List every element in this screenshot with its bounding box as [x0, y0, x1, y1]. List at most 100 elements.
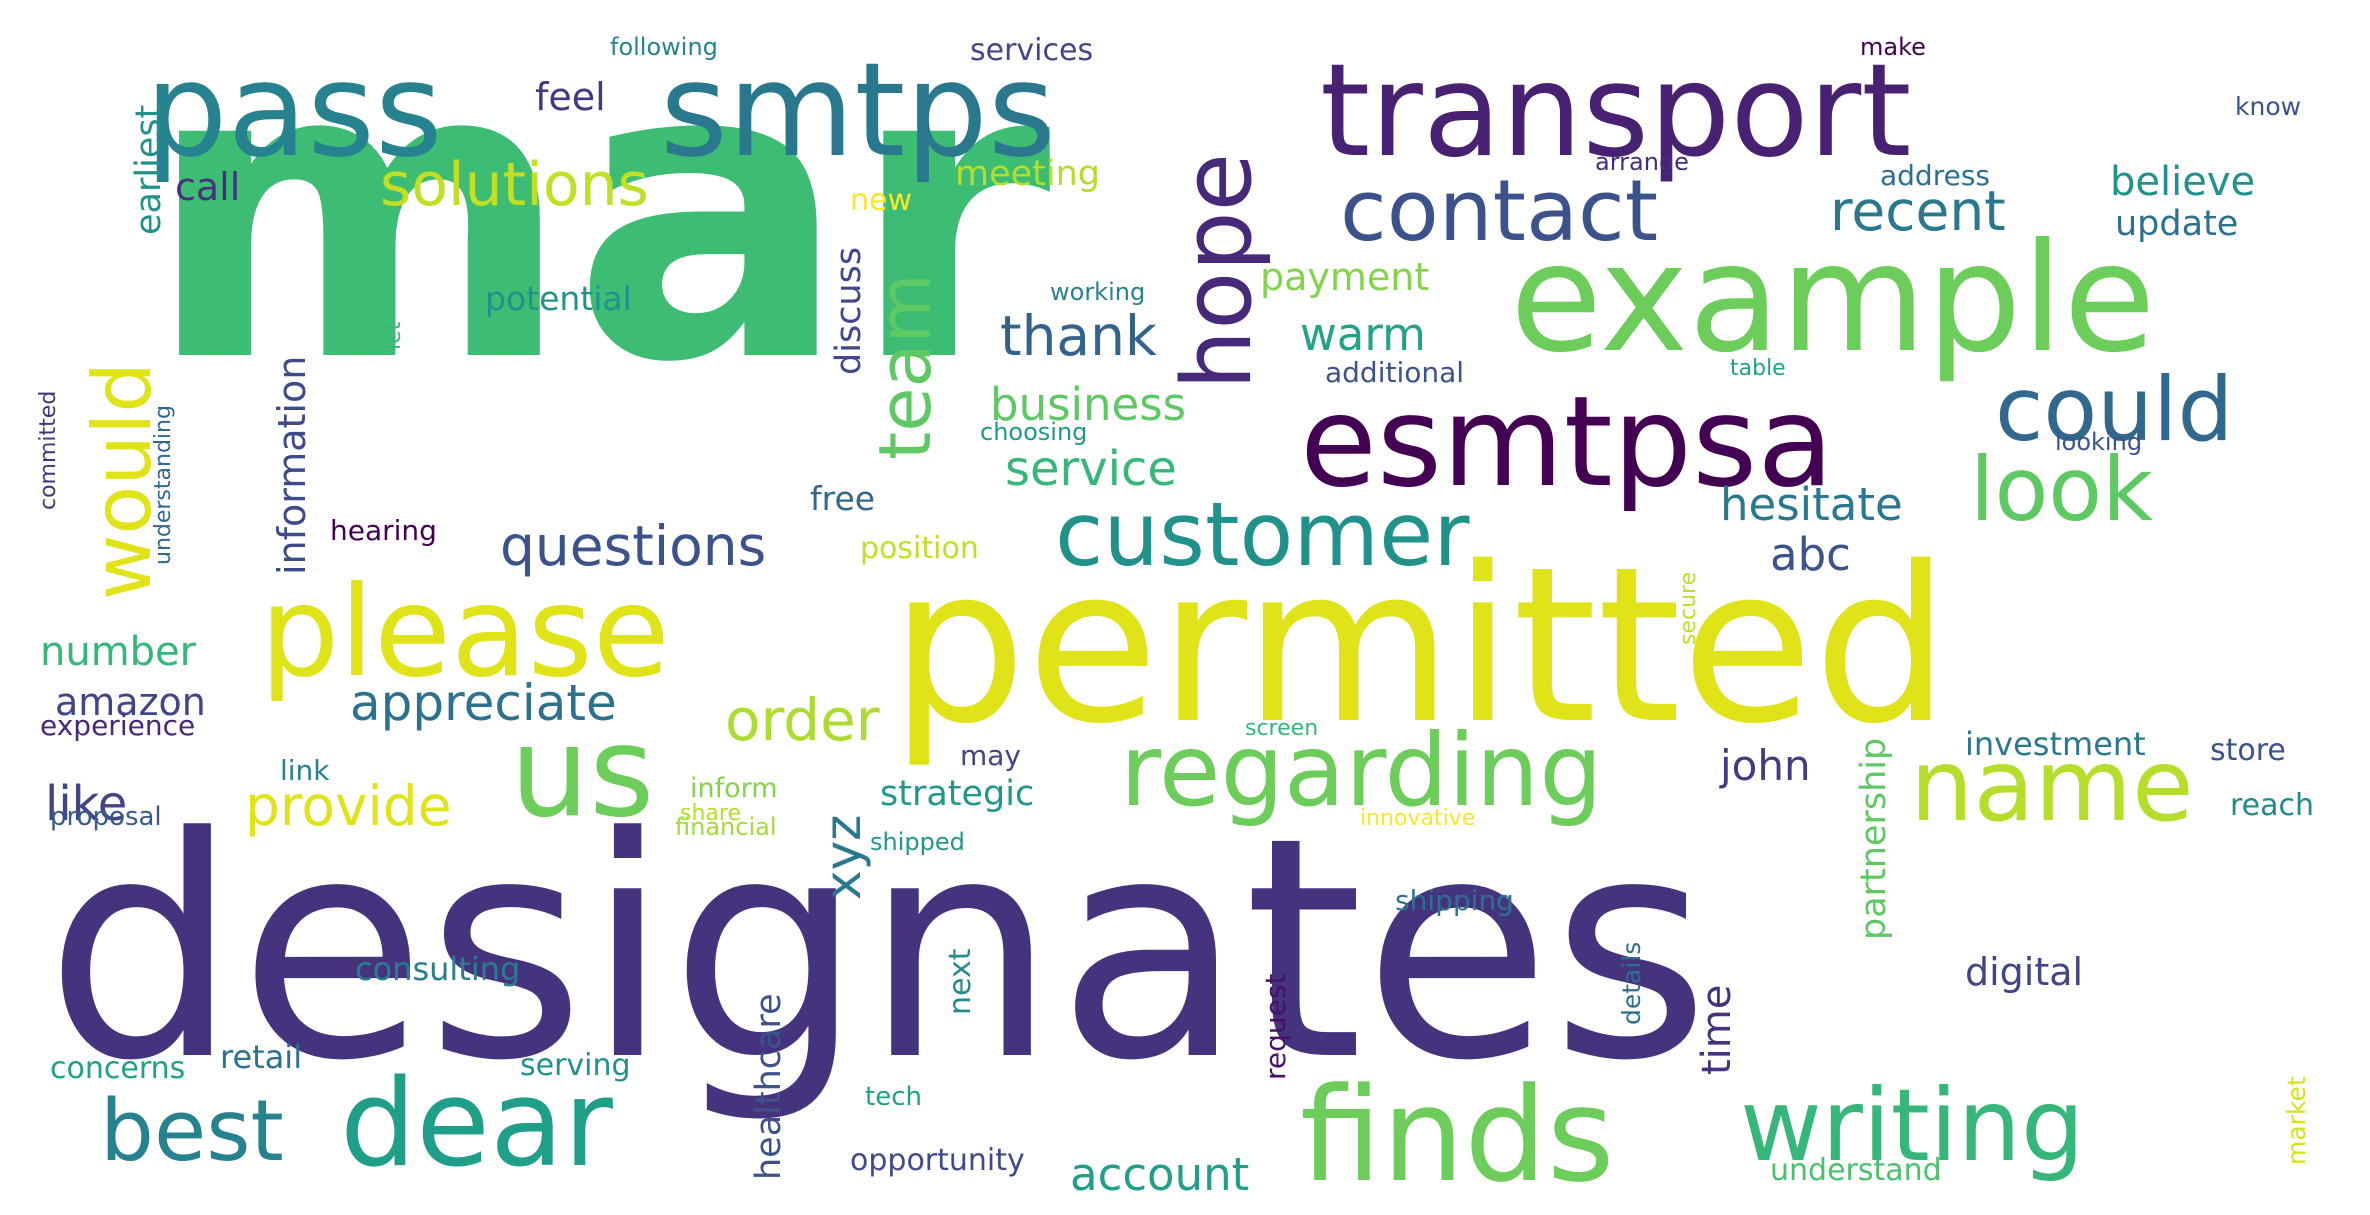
- word: proposal: [50, 802, 162, 832]
- word: address: [1880, 159, 1990, 192]
- word: payment: [1260, 255, 1429, 299]
- word: account: [1070, 1148, 1249, 1201]
- word: finds: [1300, 1059, 1615, 1205]
- word: looking: [2055, 428, 2142, 456]
- word: recent: [1830, 179, 2006, 243]
- word: let: [381, 321, 406, 350]
- word: amazon: [55, 680, 206, 724]
- word: please: [260, 560, 670, 705]
- word: choosing: [980, 418, 1087, 446]
- word: best: [100, 1082, 284, 1181]
- word: screen: [1245, 716, 1318, 741]
- word: position: [860, 531, 979, 566]
- word: abc: [1770, 528, 1851, 581]
- word: details: [1617, 942, 1646, 1025]
- word: consulting: [355, 950, 520, 988]
- word: committed: [36, 391, 61, 510]
- word: tech: [865, 1082, 922, 1112]
- word: experience: [40, 709, 195, 742]
- word: like: [45, 776, 127, 832]
- word: next: [943, 948, 978, 1015]
- word: earliest: [129, 105, 169, 235]
- word: call: [175, 165, 240, 209]
- word: update: [2115, 204, 2238, 244]
- word: us: [510, 700, 654, 845]
- word: order: [725, 686, 880, 754]
- word: shipping: [1395, 884, 1514, 917]
- word: inform: [690, 773, 778, 804]
- word: discuss: [829, 247, 869, 375]
- word: would: [76, 362, 169, 600]
- word: financial: [675, 813, 776, 841]
- word: partnership: [1854, 738, 1894, 940]
- word: dear: [340, 1055, 614, 1194]
- word: hope: [1163, 153, 1273, 390]
- word: business: [990, 378, 1186, 431]
- word: example: [1510, 212, 2156, 386]
- word: investment: [1965, 725, 2146, 763]
- word: number: [40, 629, 197, 675]
- word: shipped: [870, 828, 965, 856]
- word: service: [1005, 441, 1177, 497]
- word: table: [1730, 356, 1786, 381]
- word: designates: [45, 772, 1710, 1127]
- word: information: [270, 356, 314, 575]
- word: concerns: [50, 1051, 185, 1086]
- word: smtps: [660, 34, 1056, 186]
- word: following: [610, 33, 718, 61]
- word: contact: [1340, 162, 1658, 261]
- word: hearing: [330, 514, 437, 547]
- word: time: [1694, 985, 1740, 1075]
- word: free: [810, 479, 875, 518]
- word: permitted: [890, 520, 1950, 771]
- word: reach: [2230, 788, 2314, 823]
- word: warm: [1300, 308, 1426, 361]
- word: healthcare: [749, 993, 789, 1180]
- word: pass: [145, 34, 443, 186]
- word: understand: [1770, 1153, 1942, 1188]
- word: secure: [1676, 572, 1701, 645]
- word: market: [2282, 1076, 2311, 1165]
- word: customer: [1055, 483, 1470, 586]
- word: xyz: [814, 815, 872, 900]
- word: provide: [245, 774, 452, 838]
- word: mar: [145, 10, 1054, 452]
- word: may: [960, 739, 1021, 772]
- word: make: [1860, 33, 1926, 61]
- word: john: [1719, 741, 1811, 790]
- word: thank: [1000, 304, 1157, 368]
- word: questions: [500, 514, 766, 578]
- word: strategic: [880, 774, 1034, 814]
- word: serving: [520, 1048, 631, 1083]
- word: retail: [220, 1038, 302, 1076]
- word: link: [280, 754, 330, 787]
- word: additional: [1325, 356, 1464, 389]
- word: believe: [2110, 159, 2255, 205]
- word: working: [1050, 278, 1145, 306]
- word: writing: [1740, 1067, 2085, 1184]
- word: look: [1970, 438, 2153, 541]
- word: opportunity: [850, 1143, 1025, 1178]
- word: appreciate: [350, 674, 617, 732]
- word: potential: [485, 279, 632, 318]
- word: request: [1259, 974, 1292, 1080]
- word: store: [2210, 733, 2286, 768]
- word: share: [680, 801, 741, 826]
- word: esmtpsa: [1300, 370, 1834, 515]
- word: new: [850, 183, 912, 218]
- word: team: [863, 273, 947, 460]
- word-cloud: mar designates permitted example transpo…: [36, 10, 2314, 1205]
- word: services: [970, 33, 1093, 68]
- word: name: [1910, 727, 2194, 844]
- word: solutions: [380, 150, 649, 220]
- word: digital: [1965, 950, 2083, 994]
- word: know: [2235, 92, 2301, 121]
- word: hesitate: [1720, 478, 1903, 531]
- word: regarding: [1120, 712, 1603, 829]
- word: arrange: [1595, 148, 1689, 176]
- word: innovative: [1360, 806, 1475, 831]
- word: meeting: [955, 154, 1100, 194]
- word: could: [1995, 358, 2233, 461]
- word: understanding: [151, 405, 176, 565]
